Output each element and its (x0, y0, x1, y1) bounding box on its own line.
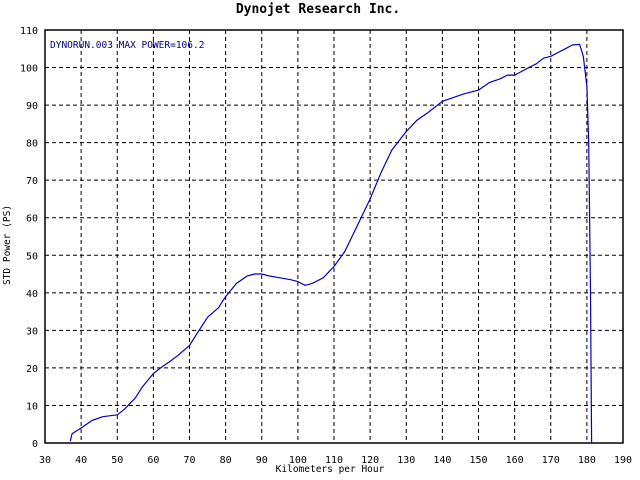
plot-frame (44, 29, 624, 444)
x-tick-label: 90 (256, 455, 268, 466)
series-group (69, 43, 593, 444)
x-tick-label: 30 (39, 455, 51, 466)
x-tick-label: 40 (75, 455, 87, 466)
x-tick-label: 170 (542, 455, 560, 466)
x-tick-label: 130 (397, 455, 415, 466)
x-tick-label: 70 (183, 455, 195, 466)
x-tick-label: 160 (506, 455, 524, 466)
axis-ticks: 30 40 50 60 70 80 90 100 110 120 130 140 150 160 170 18… (20, 26, 632, 466)
y-tick-label: 90 (26, 101, 38, 112)
y-tick-label: 30 (26, 326, 38, 337)
x-tick-label: 140 (433, 455, 451, 466)
y-tick-label: 110 (20, 26, 38, 37)
x-tick-label: 100 (289, 455, 307, 466)
y-tick-label: 100 (20, 64, 38, 75)
x-tick-label: 50 (111, 455, 123, 466)
x-tick-label: 150 (469, 455, 487, 466)
power-curve (69, 43, 593, 444)
y-tick-label: 80 (26, 139, 38, 150)
y-axis-label: STD Power (PS) (2, 205, 13, 285)
y-tick-label: 10 (26, 401, 38, 412)
x-tick-label: 60 (147, 455, 159, 466)
y-tick-label: 20 (26, 364, 38, 375)
x-tick-label: 190 (614, 455, 632, 466)
x-tick-label: 120 (361, 455, 379, 466)
chart-title: Dynojet Research Inc. (236, 2, 400, 17)
y-tick-label: 40 (26, 289, 38, 300)
x-tick-label: 80 (220, 455, 232, 466)
y-tick-label: 0 (32, 439, 38, 450)
grid (45, 30, 623, 443)
y-tick-label: 50 (26, 251, 38, 262)
max-power-annotation: DYNORUN.003 MAX POWER=106.2 (50, 40, 204, 51)
y-tick-label: 70 (26, 176, 38, 187)
x-axis-label: Kilometers per Hour (276, 464, 385, 475)
x-tick-label: 180 (578, 455, 596, 466)
x-tick-label: 110 (325, 455, 343, 466)
y-tick-label: 60 (26, 214, 38, 225)
